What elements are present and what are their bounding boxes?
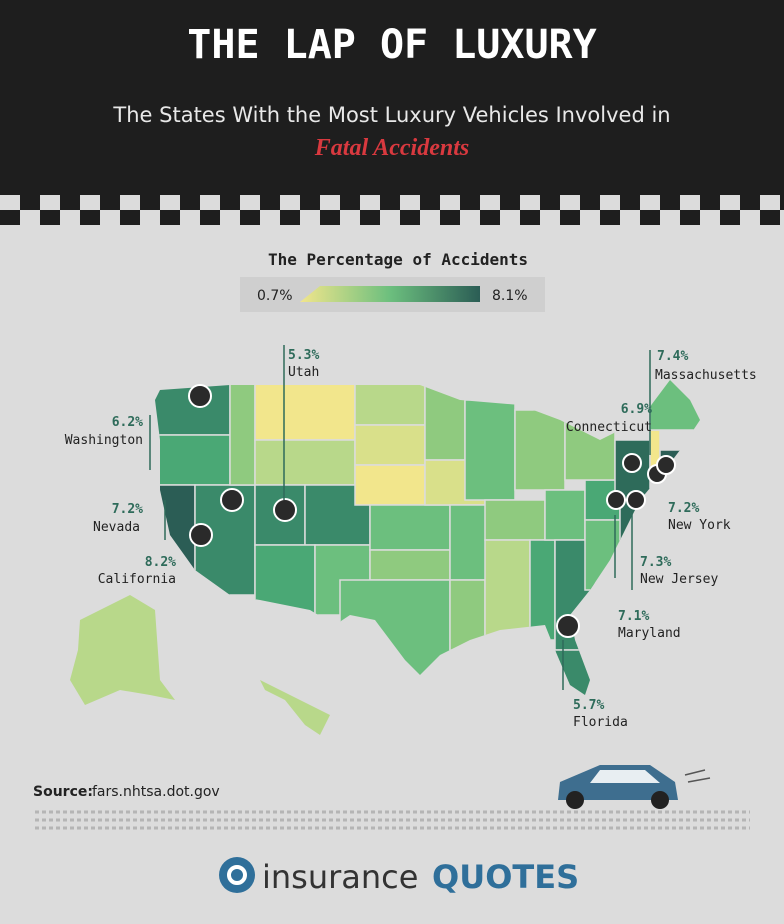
- brand-bold: QUOTES: [432, 858, 579, 896]
- callout-state: Nevada: [93, 520, 140, 535]
- callout-value: 7.3%: [640, 555, 671, 570]
- callout-state: New York: [668, 518, 731, 533]
- callout-state: Massachusetts: [655, 368, 757, 383]
- header-bg: [0, 0, 784, 195]
- callout-state: Florida: [573, 715, 628, 730]
- subtitle-accent: Fatal Accidents: [314, 135, 469, 161]
- title: THE LAP OF LUXURY: [187, 22, 596, 68]
- source-label: Source:: [33, 784, 93, 800]
- callouts: 5.3% Utah 7.4% Massachusetts 6.2% Washin…: [65, 345, 757, 730]
- callout-value: 6.2%: [112, 415, 143, 430]
- callout-value: 7.4%: [657, 349, 688, 364]
- callout-state: Washington: [65, 433, 143, 448]
- legend-title: The Percentage of Accidents: [268, 250, 528, 269]
- hawaii: [260, 680, 330, 735]
- road: [35, 810, 750, 830]
- pins: [188, 384, 676, 638]
- alaska: [70, 595, 175, 705]
- callout-value: 8.2%: [145, 555, 176, 570]
- callout-state: New Jersey: [640, 572, 718, 587]
- brand-light: insurance: [262, 858, 418, 896]
- car: [558, 765, 711, 809]
- callout-value: 5.3%: [288, 348, 319, 363]
- callout-state: Maryland: [618, 626, 681, 641]
- callout-value: 7.2%: [668, 501, 699, 516]
- callout-value: 7.2%: [112, 502, 143, 517]
- legend-ramp: [300, 286, 480, 302]
- callout-value: 5.7%: [573, 698, 604, 713]
- logo: insurance QUOTES: [219, 857, 579, 896]
- callout-state: Utah: [288, 365, 319, 380]
- legend-max: 8.1%: [492, 288, 528, 304]
- callout-value: 6.9%: [621, 402, 652, 417]
- legend-min: 0.7%: [257, 288, 293, 304]
- callout-value: 7.1%: [618, 609, 649, 624]
- subtitle: The States With the Most Luxury Vehicles…: [112, 103, 670, 127]
- source-text: fars.nhtsa.dot.gov: [92, 784, 220, 800]
- callout-state: California: [98, 572, 176, 587]
- callout-state: Connecticut: [566, 420, 652, 435]
- checker: [0, 195, 784, 225]
